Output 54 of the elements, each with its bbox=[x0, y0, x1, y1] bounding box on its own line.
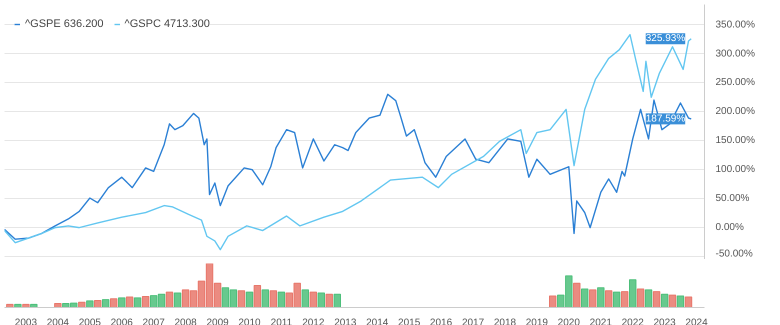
bar bbox=[318, 292, 325, 308]
bar bbox=[254, 285, 262, 308]
legend-label: ^GSPC 4713.300 bbox=[124, 18, 210, 30]
bar bbox=[270, 290, 278, 308]
annotation: 187.59% bbox=[646, 113, 686, 124]
bar bbox=[629, 279, 636, 308]
bar bbox=[589, 289, 596, 308]
bar bbox=[166, 292, 174, 308]
bar bbox=[612, 292, 620, 308]
bar bbox=[548, 296, 556, 308]
bar bbox=[660, 294, 668, 308]
bar bbox=[668, 294, 676, 308]
y-tick-label: 50.00% bbox=[716, 193, 750, 204]
bar bbox=[676, 296, 684, 308]
y-tick-label: 350.00% bbox=[716, 19, 756, 30]
bar bbox=[620, 291, 628, 308]
bar bbox=[310, 292, 318, 308]
line-series bbox=[4, 34, 692, 250]
bar bbox=[142, 296, 150, 308]
line-series bbox=[4, 94, 692, 240]
bar bbox=[302, 289, 309, 308]
y-tick-label: 250.00% bbox=[716, 77, 756, 88]
bar bbox=[126, 296, 134, 308]
bar bbox=[54, 303, 62, 308]
bar bbox=[580, 288, 588, 308]
bar bbox=[278, 292, 286, 308]
bar bbox=[684, 296, 692, 308]
annotation: 325.93% bbox=[646, 33, 686, 44]
bar bbox=[86, 300, 94, 308]
y-tick-label: 100.00% bbox=[716, 164, 756, 176]
bar bbox=[102, 299, 110, 308]
y-tick-label: 200.00% bbox=[716, 106, 756, 118]
bar bbox=[262, 289, 270, 308]
bar bbox=[573, 282, 580, 308]
bar bbox=[326, 294, 333, 308]
y-tick-label: 150.00% bbox=[716, 135, 756, 146]
bar bbox=[246, 292, 254, 308]
bar bbox=[174, 292, 182, 308]
bar bbox=[238, 290, 246, 308]
bar bbox=[78, 302, 86, 308]
y-tick-label: -50.00% bbox=[716, 248, 753, 260]
bar bbox=[110, 298, 118, 308]
bar bbox=[652, 291, 660, 308]
bar bbox=[334, 294, 341, 308]
bar bbox=[597, 287, 605, 308]
bar bbox=[94, 300, 102, 308]
bar bbox=[118, 297, 126, 308]
y-tick-label: 0.00% bbox=[716, 222, 744, 234]
bar bbox=[644, 289, 652, 308]
bar bbox=[134, 297, 142, 308]
legend-label: ^GSPE 636.200 bbox=[25, 18, 104, 30]
bar bbox=[604, 290, 612, 308]
y-tick-label: 300.00% bbox=[716, 48, 756, 60]
bar bbox=[636, 288, 644, 308]
